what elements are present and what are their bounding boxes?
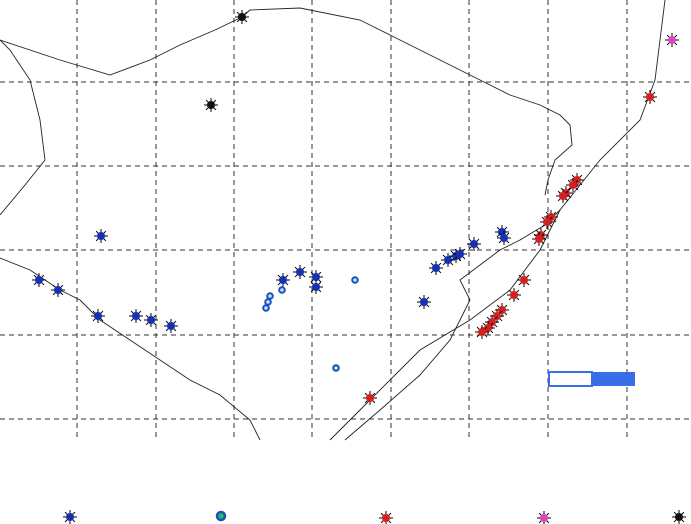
legend-blue-marker xyxy=(63,510,77,524)
marker-dot xyxy=(668,36,676,44)
red-marker xyxy=(475,325,489,339)
red-marker xyxy=(517,273,531,287)
marker-dot xyxy=(279,276,287,284)
red-marker xyxy=(363,391,377,405)
legend-ring-marker xyxy=(215,510,227,522)
ring-marker xyxy=(266,292,274,300)
marker-dot xyxy=(500,234,508,242)
marker-dot xyxy=(540,514,548,522)
lagoon-shore xyxy=(344,209,561,441)
blue-marker xyxy=(309,280,323,294)
magenta-marker xyxy=(665,33,679,47)
marker-dot xyxy=(167,322,175,330)
marker-dot xyxy=(444,256,452,264)
marker-dot xyxy=(66,513,74,521)
blue-marker xyxy=(164,319,178,333)
marker-dot xyxy=(312,283,320,291)
red-marker xyxy=(532,232,546,246)
legend-red-marker xyxy=(379,511,393,524)
marker-dot xyxy=(238,13,246,21)
blue-marker xyxy=(276,273,290,287)
ring-marker xyxy=(264,298,272,306)
marker-dot xyxy=(646,93,654,101)
scale-bar-dark xyxy=(592,372,635,386)
marker-dot xyxy=(35,276,43,284)
marker-dot xyxy=(543,218,551,226)
marker-dot xyxy=(312,273,320,281)
marker-dot xyxy=(366,394,374,402)
marker-dot xyxy=(382,514,390,522)
marker-dot xyxy=(97,232,105,240)
marker-dot xyxy=(569,181,577,189)
ring-marker xyxy=(332,364,340,372)
black-marker xyxy=(204,98,218,112)
marker-dot xyxy=(432,264,440,272)
marker-dot xyxy=(484,324,492,332)
marker-dot xyxy=(520,276,528,284)
marker-dot xyxy=(493,312,501,320)
blue-marker xyxy=(417,295,431,309)
marker-dot xyxy=(675,513,683,521)
red-marker xyxy=(485,315,499,329)
marker-dot xyxy=(456,250,464,258)
blue-marker xyxy=(144,313,158,327)
coastline xyxy=(329,0,666,441)
north-border xyxy=(0,7,573,196)
ring-marker xyxy=(278,286,286,294)
black-marker xyxy=(235,10,249,24)
blue-marker xyxy=(94,229,108,243)
marker-dot xyxy=(132,312,140,320)
markers xyxy=(32,10,686,524)
blue-marker xyxy=(467,237,481,251)
blue-marker xyxy=(91,309,105,323)
marker-dot xyxy=(510,291,518,299)
marker-dot xyxy=(470,240,478,248)
red-marker xyxy=(556,189,570,203)
marker-dot xyxy=(147,316,155,324)
blue-marker xyxy=(497,231,511,245)
blue-marker xyxy=(129,309,143,323)
marker-dot xyxy=(207,101,215,109)
legend-magenta-marker xyxy=(537,511,551,524)
red-marker xyxy=(566,178,580,192)
red-marker xyxy=(507,288,521,302)
red-marker xyxy=(540,215,554,229)
blue-marker xyxy=(51,283,65,297)
marker-dot xyxy=(94,312,102,320)
blue-marker xyxy=(429,261,443,275)
red-marker xyxy=(495,303,509,317)
legend-black-marker xyxy=(672,510,686,524)
blue-marker xyxy=(453,247,467,261)
red-marker xyxy=(643,90,657,104)
blue-marker xyxy=(293,265,307,279)
marker-dot xyxy=(296,268,304,276)
ring-marker xyxy=(262,304,270,312)
marker-dot xyxy=(488,318,496,326)
blue-marker xyxy=(32,273,46,287)
marker-dot xyxy=(559,192,567,200)
marker-dot xyxy=(420,298,428,306)
marker-dot xyxy=(535,235,543,243)
southwest-border xyxy=(0,257,261,441)
marker-dot xyxy=(54,286,62,294)
marker-dot xyxy=(478,328,486,336)
scale-bar-light xyxy=(548,371,593,387)
west-border xyxy=(0,39,46,216)
ring-marker xyxy=(351,276,359,284)
marker-dot xyxy=(498,306,506,314)
blue-marker xyxy=(441,253,455,267)
